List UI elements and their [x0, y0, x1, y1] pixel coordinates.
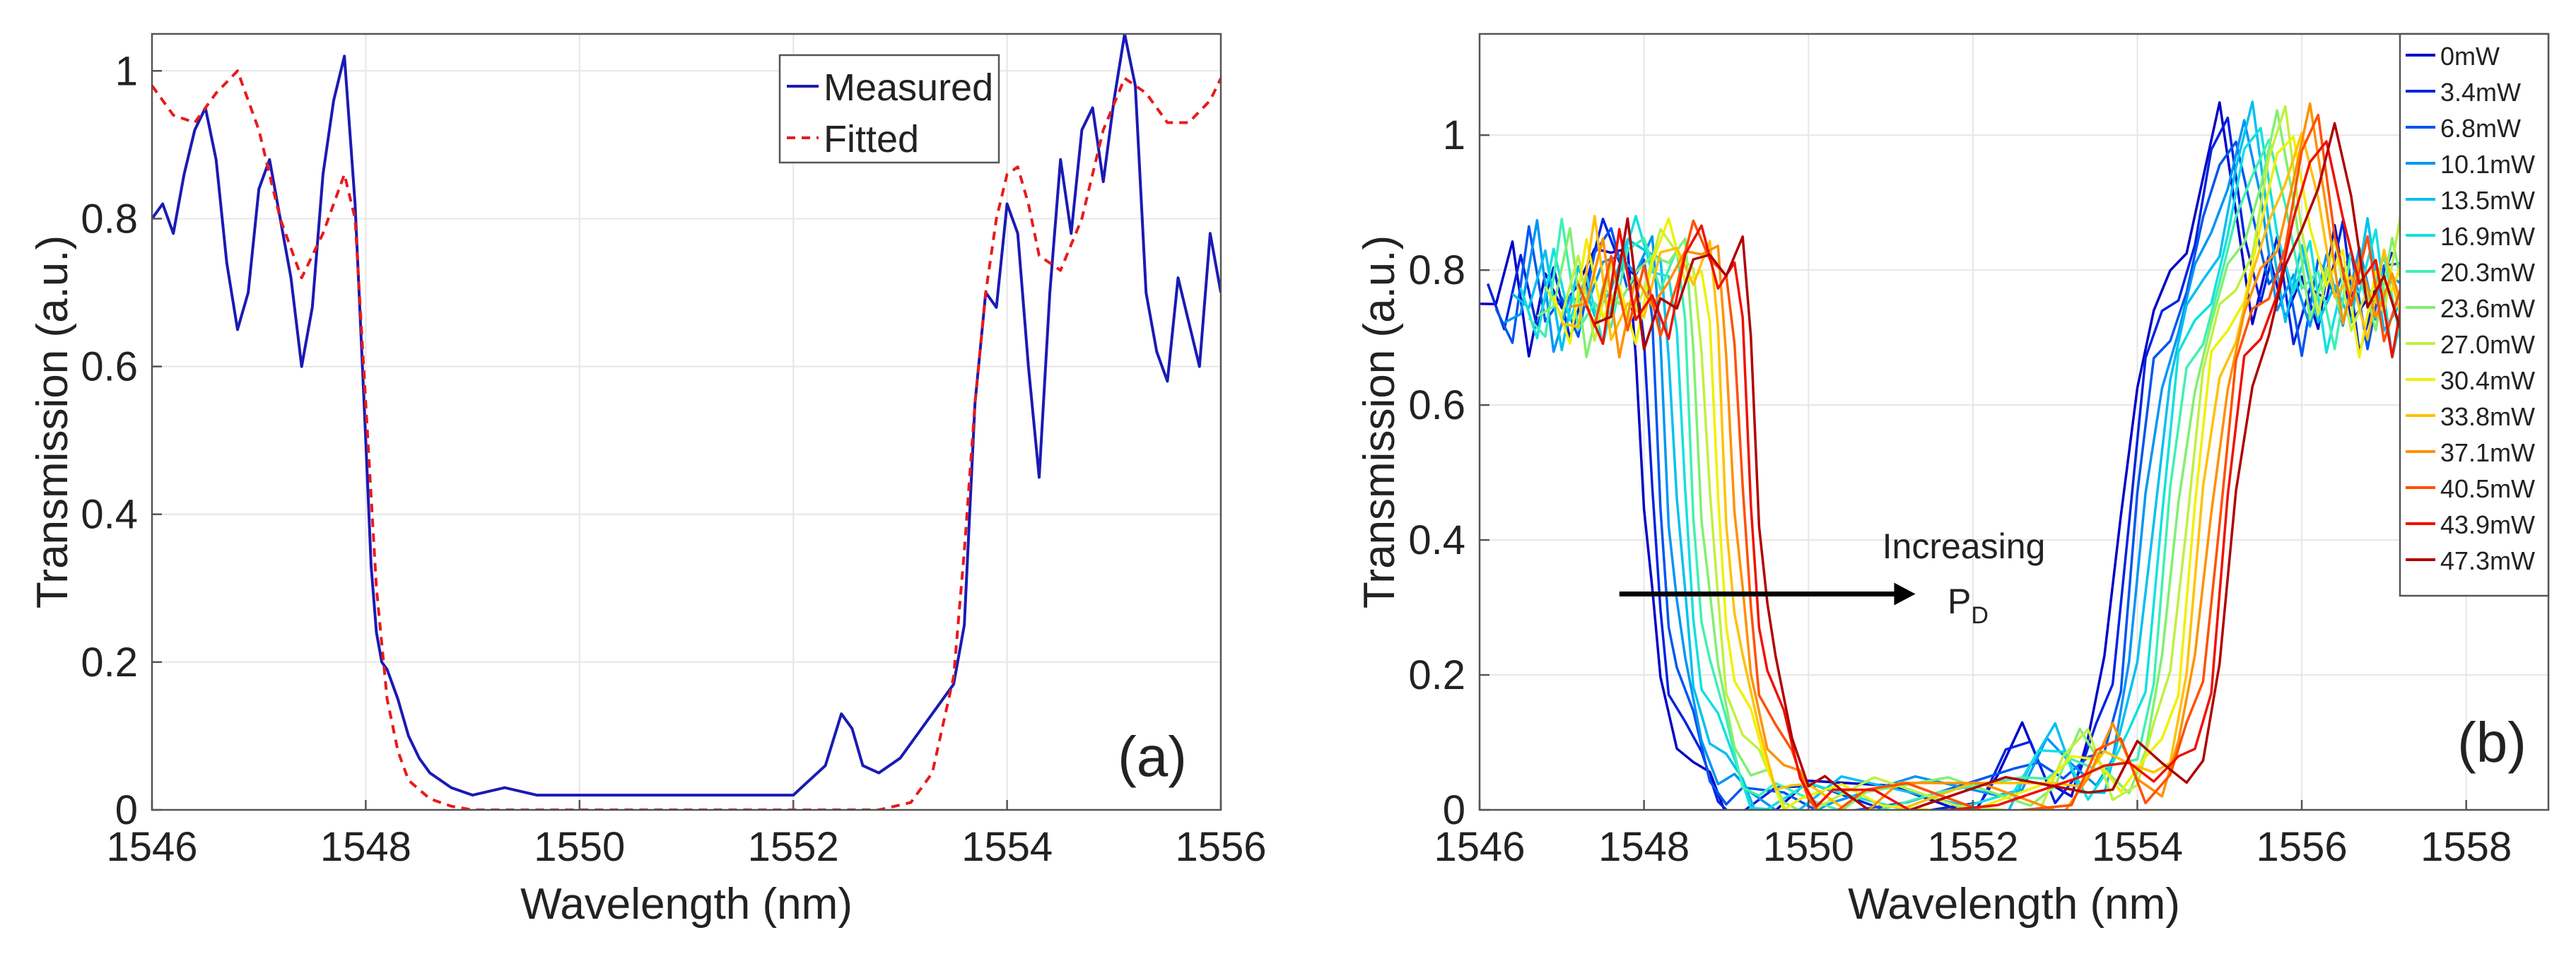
annotation-text: Increasing — [1883, 526, 2046, 566]
legend-label-fitted: Fitted — [824, 118, 919, 160]
x-tick-label: 1556 — [2256, 824, 2348, 870]
panel-label-a: (a) — [1118, 725, 1187, 788]
x-tick-label: 1558 — [2420, 824, 2512, 870]
legend-label-measured: Measured — [824, 66, 993, 109]
legend-label-0mW: 0mW — [2440, 42, 2500, 71]
axes-frame-a — [151, 33, 1222, 811]
y-tick-label: 1 — [1443, 112, 1465, 158]
y-tick-label: 0.4 — [1408, 517, 1465, 563]
x-tick-label: 1556 — [1175, 824, 1266, 870]
series-line-fitted — [152, 69, 1221, 810]
plot-area-a — [152, 34, 1221, 810]
x-tick-label: 1550 — [534, 824, 625, 870]
legend-label-6p8mW: 6.8mW — [2440, 114, 2521, 143]
y-tick-label: 0.4 — [81, 492, 138, 538]
legend-label-40p5mW: 40.5mW — [2440, 474, 2535, 503]
x-tick-label: 1546 — [1434, 824, 1525, 870]
series-line-47p3mW — [1594, 122, 2500, 810]
legend-label-33p8mW: 33.8mW — [2440, 402, 2535, 431]
x-tick-label: 1546 — [106, 824, 197, 870]
series-line-30p4mW — [1552, 135, 2459, 810]
y-axis-label-a: Transmission (a.u.) — [28, 235, 77, 608]
legend-label-30p4mW: 30.4mW — [2440, 366, 2535, 395]
y-tick-label: 0.2 — [81, 640, 138, 686]
x-axis-label-b: Wavelength (nm) — [1848, 880, 2180, 929]
legend-box-a — [778, 54, 1000, 164]
x-tick-label: 1552 — [1927, 824, 2018, 870]
panel-b: 1546 1548 1550 1552 1554 1556 1558 0 0.2 0.4 0.6 0.… — [1355, 33, 2550, 929]
y-tick-label: 0 — [115, 787, 138, 833]
y-tick-label: 0.6 — [81, 344, 138, 390]
legend-label-23p6mW: 23.6mW — [2440, 294, 2535, 323]
legend-label-27p0mW: 27.0mW — [2440, 330, 2535, 359]
series-line-37p1mW — [1569, 102, 2476, 810]
ticks-a: 1546 1548 1550 1552 1554 1556 0 0.2 0.4 0.6 0.8 1 — [81, 48, 1266, 870]
x-tick-label: 1554 — [961, 824, 1053, 870]
x-tick-label: 1548 — [320, 824, 411, 870]
annotation-pd-subscript: D — [1971, 602, 1989, 629]
x-tick-label: 1550 — [1763, 824, 1854, 870]
legend-label-37p1mW: 37.1mW — [2440, 438, 2535, 467]
legend-label-47p3mW: 47.3mW — [2440, 546, 2535, 575]
x-tick-label: 1548 — [1598, 824, 1690, 870]
annotation-pd: PD — [1948, 582, 1989, 629]
series-line-16p9mW — [1519, 127, 2427, 810]
legend-label-3p4mW: 3.4mW — [2440, 78, 2521, 107]
panel-a: 1546 1548 1550 1552 1554 1556 0 0.2 0.4 0.6 0.8 1 W… — [28, 33, 1267, 929]
x-axis-label-a: Wavelength (nm) — [520, 880, 853, 929]
legend-label-20p3mW: 20.3mW — [2440, 258, 2535, 287]
panel-label-b: (b) — [2457, 711, 2527, 774]
ticks-b: 1546 1548 1550 1552 1554 1556 1558 0 0.2 0.4 0.6 0.… — [1408, 112, 2512, 870]
y-tick-label: 0.6 — [1408, 382, 1465, 428]
annotation-arrow-head — [1894, 582, 1916, 606]
y-tick-label: 0 — [1443, 787, 1465, 833]
y-tick-label: 0.8 — [1408, 247, 1465, 293]
legend-label-43p9mW: 43.9mW — [2440, 510, 2535, 539]
x-tick-label: 1552 — [748, 824, 839, 870]
series-line-40p5mW — [1576, 113, 2484, 810]
legend-label-10p1mW: 10.1mW — [2440, 150, 2535, 179]
legend-a: Measured Fitted — [778, 54, 1000, 164]
annotation-pd-letter: P — [1948, 582, 1971, 621]
annotation-increasing-pd: Increasing PD — [1619, 526, 2046, 629]
y-axis-label-b: Transmission (a.u.) — [1355, 235, 1404, 608]
x-tick-label: 1554 — [2092, 824, 2183, 870]
series-line-43p9mW — [1585, 140, 2492, 810]
legend-label-13p5mW: 13.5mW — [2440, 186, 2535, 215]
series-layer-a — [152, 34, 1221, 810]
y-tick-label: 0.8 — [81, 196, 138, 242]
series-layer-b — [1480, 100, 2500, 810]
legend-b: 0mW 3.4mW 6.8mW 10.1mW 13.5mW 16.9mW 20.3mW 23.… — [2399, 33, 2550, 597]
y-tick-label: 0.2 — [1408, 652, 1465, 698]
legend-label-16p9mW: 16.9mW — [2440, 222, 2535, 251]
y-tick-label: 1 — [115, 48, 138, 94]
series-line-20p3mW — [1528, 139, 2435, 810]
